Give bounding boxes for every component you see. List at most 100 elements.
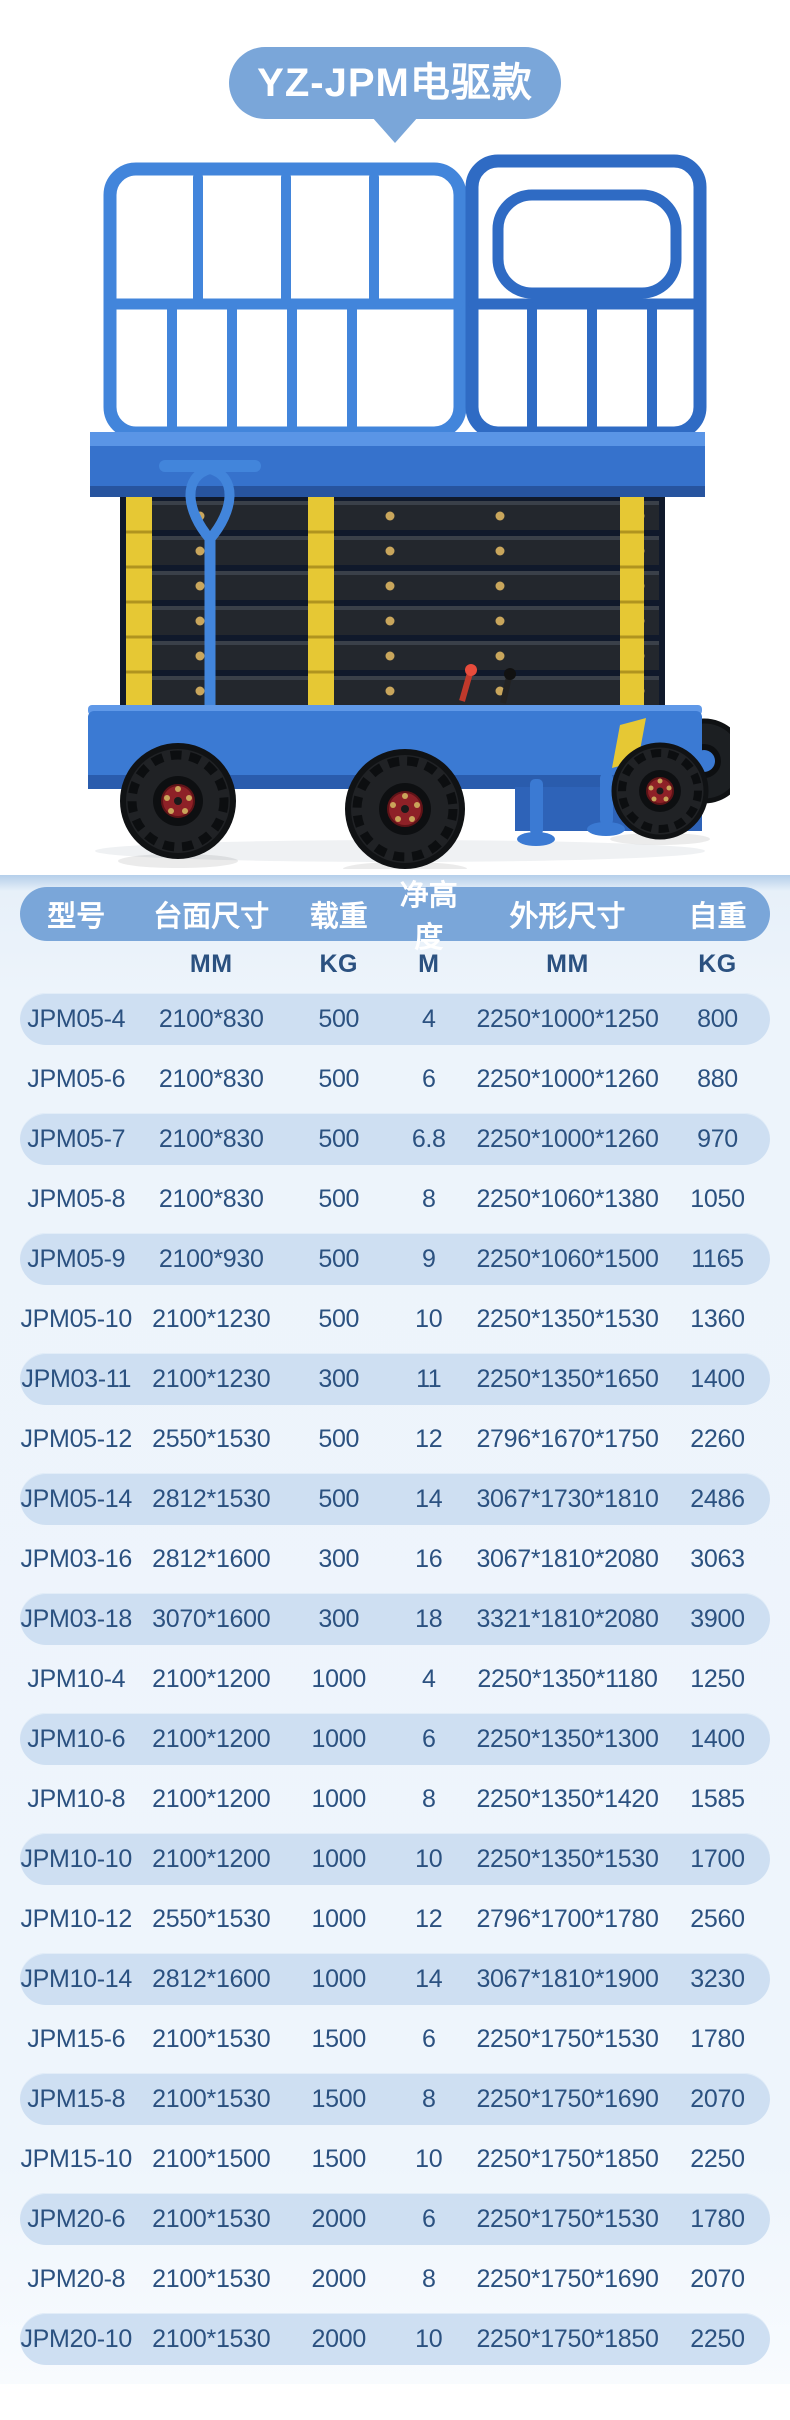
spec-table-row: JPM15-8 2100*1530 1500 8 2250*1750*1690 … [20,2073,770,2125]
cell-load-capacity: 1000 [311,1784,367,1813]
cell-net-height: 4 [421,1004,436,1033]
cell-overall-size: 2250*1750*1530 [476,2024,659,2053]
cell-model: JPM05-12 [20,1424,133,1453]
cell-platform-size: 2812*1600 [152,1964,271,1993]
cell-net-height: 6.8 [411,1124,446,1153]
spec-table-row: JPM05-6 2100*830 500 6 2250*1000*1260 88… [20,1053,770,1105]
spec-table-row: JPM05-10 2100*1230 500 10 2250*1350*1530… [20,1293,770,1345]
cell-load-capacity: 1500 [311,2144,367,2173]
spec-table-row: JPM03-18 3070*1600 300 18 3321*1810*2080… [20,1593,770,1645]
cell-net-height: 14 [415,1484,443,1513]
cell-net-height: 8 [421,1784,436,1813]
cell-self-weight: 2250 [690,2144,745,2173]
cell-model: JPM10-4 [27,1664,126,1693]
cell-model: JPM03-11 [21,1364,132,1393]
cell-self-weight: 1165 [691,1244,744,1273]
cell-model: JPM05-10 [20,1304,133,1333]
spec-table-header-row: 型号 台面尺寸 载重 净高度 外形尺寸 自重 [20,880,770,954]
cell-model: JPM10-14 [20,1964,133,1993]
cell-platform-size: 2100*1200 [152,1784,271,1813]
cell-load-capacity: 300 [318,1544,360,1573]
cell-platform-size: 3070*1600 [152,1604,271,1633]
cell-self-weight: 2560 [690,1904,745,1933]
cell-net-height: 8 [421,2264,436,2293]
cell-overall-size: 3321*1810*2080 [476,1604,659,1633]
spec-table-row: JPM03-16 2812*1600 300 16 3067*1810*2080… [20,1533,770,1585]
cell-model: JPM05-4 [27,1004,126,1033]
cell-platform-size: 2100*1200 [152,1724,271,1753]
cell-load-capacity: 500 [318,1304,360,1333]
cell-platform-size: 2100*1200 [152,1664,271,1693]
cell-self-weight: 3900 [690,1604,745,1633]
cell-model: JPM05-8 [27,1184,126,1213]
cell-overall-size: 2250*1350*1420 [476,1784,659,1813]
cell-net-height: 8 [421,1184,436,1213]
cell-self-weight: 1400 [690,1364,745,1393]
cell-load-capacity: 300 [318,1364,360,1393]
cell-overall-size: 2250*1060*1500 [476,1244,659,1273]
product-photo-area [0,139,790,869]
col-header-overall-size: 外形尺寸 [509,901,626,933]
cell-self-weight: 1050 [690,1184,745,1213]
cell-self-weight: 2070 [690,2084,745,2113]
cell-overall-size: 2250*1350*1300 [476,1724,659,1753]
cell-model: JPM20-10 [20,2324,133,2353]
spec-table-row: JPM05-14 2812*1530 500 14 3067*1730*1810… [20,1473,770,1525]
cell-net-height: 10 [415,2144,443,2173]
cell-net-height: 9 [421,1244,436,1273]
cell-model: JPM10-6 [27,1724,126,1753]
col-header-self-weight: 自重 [688,901,747,933]
cell-overall-size: 2250*1750*1690 [476,2264,659,2293]
cell-overall-size: 2796*1670*1750 [476,1424,659,1453]
cell-self-weight: 2260 [690,1424,745,1453]
cell-net-height: 4 [421,1664,436,1693]
cell-model: JPM20-6 [27,2204,126,2233]
cell-load-capacity: 500 [318,1184,360,1213]
spec-table-units-row: MM KG M MM KG [20,941,770,987]
cell-overall-size: 2250*1350*1530 [476,1844,659,1873]
cell-self-weight: 970 [697,1124,738,1153]
cell-platform-size: 2812*1600 [152,1544,271,1573]
spec-table-row: JPM20-6 2100*1530 2000 6 2250*1750*1530 … [20,2193,770,2245]
cell-overall-size: 2250*1060*1380 [476,1184,659,1213]
unit-platform-size: MM [189,949,233,978]
cell-self-weight: 2486 [690,1484,745,1513]
cell-load-capacity: 500 [318,1124,360,1153]
cell-load-capacity: 1000 [311,1964,367,1993]
col-header-model: 型号 [47,901,106,933]
cell-self-weight: 1250 [690,1664,745,1693]
spec-table-body: JPM05-4 2100*830 500 4 2250*1000*1250 80… [20,993,770,2365]
wheel-mid-left [343,749,467,869]
cell-net-height: 10 [415,2324,443,2353]
spec-table-row: JPM05-9 2100*930 500 9 2250*1060*1500 11… [20,1233,770,1285]
unit-self-weight: KG [698,949,737,978]
cell-platform-size: 2100*1500 [152,2144,271,2173]
scissor-lift-illustration [88,154,730,869]
cell-model: JPM03-18 [20,1604,133,1633]
yellow-guards [126,497,644,709]
wheel-front-right [610,742,710,845]
cell-load-capacity: 500 [318,1484,360,1513]
cell-net-height: 6 [421,1724,436,1753]
product-title-badge: YZ-JPM电驱款 [229,47,561,119]
cell-platform-size: 2100*830 [158,1124,264,1153]
cell-platform-size: 2100*830 [158,1004,264,1033]
cell-model: JPM05-7 [27,1124,126,1153]
col-header-net-height: 净高度 [399,880,458,954]
cell-net-height: 12 [415,1424,443,1453]
cell-self-weight: 3230 [690,1964,745,1993]
cell-platform-size: 2100*1530 [152,2024,271,2053]
cell-overall-size: 2250*1350*1180 [477,1664,658,1693]
cell-net-height: 8 [421,2084,436,2113]
spec-table-row: JPM05-7 2100*830 500 6.8 2250*1000*1260 … [20,1113,770,1165]
cell-load-capacity: 500 [318,1424,360,1453]
cell-overall-size: 2250*1000*1260 [476,1124,659,1153]
cell-overall-size: 2250*1000*1260 [476,1064,659,1093]
cell-platform-size: 2100*930 [158,1244,264,1273]
cell-platform-size: 2550*1530 [152,1904,271,1933]
cell-platform-size: 2100*1530 [152,2324,271,2353]
cell-platform-size: 2100*830 [158,1184,264,1213]
cell-self-weight: 1400 [690,1724,745,1753]
cell-platform-size: 2100*830 [158,1064,264,1093]
spec-table-row: JPM10-8 2100*1200 1000 8 2250*1350*1420 … [20,1773,770,1825]
